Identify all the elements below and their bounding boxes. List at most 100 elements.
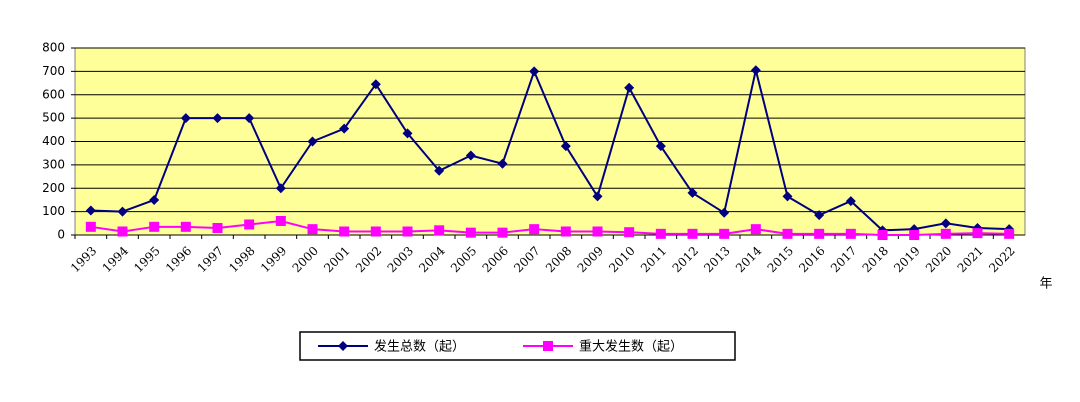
point <box>909 230 920 240</box>
x-tick-label: 2015 <box>765 244 796 275</box>
y-tick-label: 800 <box>42 41 65 55</box>
y-tick-label: 200 <box>42 181 65 195</box>
point <box>845 228 856 239</box>
x-tick-label: 2017 <box>828 244 859 275</box>
legend-label: 重大发生数（起） <box>579 339 683 355</box>
point <box>750 224 761 235</box>
point <box>529 224 540 235</box>
point <box>719 207 730 218</box>
point <box>750 65 761 76</box>
x-tick-label: 2019 <box>891 244 922 275</box>
point <box>529 66 540 77</box>
x-tick-label: 1995 <box>131 244 162 275</box>
x-tick-label: 2016 <box>796 244 827 275</box>
point <box>655 141 666 152</box>
point <box>275 215 286 226</box>
point <box>117 226 128 237</box>
point <box>212 222 223 233</box>
x-tick-label: 2007 <box>511 244 542 275</box>
point <box>307 224 318 235</box>
series-line <box>90 68 1010 232</box>
point <box>149 221 160 232</box>
y-tick-label: 100 <box>42 204 65 218</box>
x-tick-label: 2013 <box>701 244 732 275</box>
point <box>560 226 571 237</box>
point <box>434 165 445 176</box>
point <box>940 228 951 239</box>
point <box>877 230 888 240</box>
series-line <box>90 219 1010 236</box>
point <box>275 183 286 194</box>
point <box>402 226 413 237</box>
point <box>655 228 666 239</box>
y-tick-label: 300 <box>42 157 65 171</box>
point <box>940 218 951 229</box>
point <box>1004 228 1015 239</box>
point <box>180 221 191 232</box>
x-tick-label: 2022 <box>986 244 1017 275</box>
x-tick-label: 2012 <box>670 244 701 275</box>
x-tick-label: 2008 <box>543 244 574 275</box>
y-tick-label: 400 <box>42 134 65 148</box>
point <box>85 221 96 232</box>
point <box>117 206 128 217</box>
point <box>719 228 730 239</box>
y-tick-label: 700 <box>42 64 65 78</box>
x-tick-label: 2014 <box>733 243 765 275</box>
point <box>497 227 508 238</box>
x-tick-label: 2001 <box>321 244 352 275</box>
x-tick-label: 2002 <box>353 244 384 275</box>
point <box>624 227 635 238</box>
point <box>782 228 793 239</box>
x-tick-label: 2021 <box>955 244 986 275</box>
point <box>370 226 381 237</box>
y-tick-label: 600 <box>42 87 65 101</box>
point <box>307 136 318 147</box>
x-tick-label: 1996 <box>163 244 194 275</box>
point <box>212 113 223 124</box>
point <box>543 341 553 351</box>
point <box>687 228 698 239</box>
point <box>465 227 476 238</box>
x-tick-label: 2006 <box>480 244 511 275</box>
y-tick-label: 0 <box>57 228 65 242</box>
point <box>434 225 445 236</box>
point <box>149 194 160 205</box>
point <box>402 128 413 139</box>
point <box>624 82 635 93</box>
x-tick-label: 1994 <box>100 243 132 275</box>
x-tick-label: 2003 <box>385 244 416 275</box>
x-tick-label: 1997 <box>195 244 226 275</box>
x-tick-label: 2010 <box>606 244 637 275</box>
x-tick-label: 2011 <box>638 244 669 275</box>
x-axis-label: 年 <box>1039 277 1052 292</box>
point <box>339 123 350 134</box>
legend-box <box>299 331 736 361</box>
y-tick-label: 500 <box>42 111 65 125</box>
x-tick-label: 1999 <box>258 244 289 275</box>
x-tick-label: 1998 <box>226 244 257 275</box>
x-tick-label: 2018 <box>860 244 891 275</box>
point <box>244 113 255 124</box>
legend-label: 发生总数（起） <box>374 339 465 355</box>
point <box>972 228 983 239</box>
point <box>687 187 698 198</box>
point <box>370 79 381 90</box>
point <box>560 141 571 152</box>
x-tick-label: 2005 <box>448 244 479 275</box>
x-tick-label: 2004 <box>416 243 448 275</box>
point <box>465 150 476 161</box>
point <box>782 191 793 202</box>
point <box>845 196 856 207</box>
point <box>339 226 350 237</box>
point <box>244 219 255 230</box>
point <box>497 158 508 169</box>
point <box>180 113 191 124</box>
x-tick-label: 2020 <box>923 244 954 275</box>
point <box>592 191 603 202</box>
x-tick-label: 2000 <box>290 244 321 275</box>
point <box>814 228 825 239</box>
point <box>592 226 603 237</box>
point <box>814 210 825 221</box>
